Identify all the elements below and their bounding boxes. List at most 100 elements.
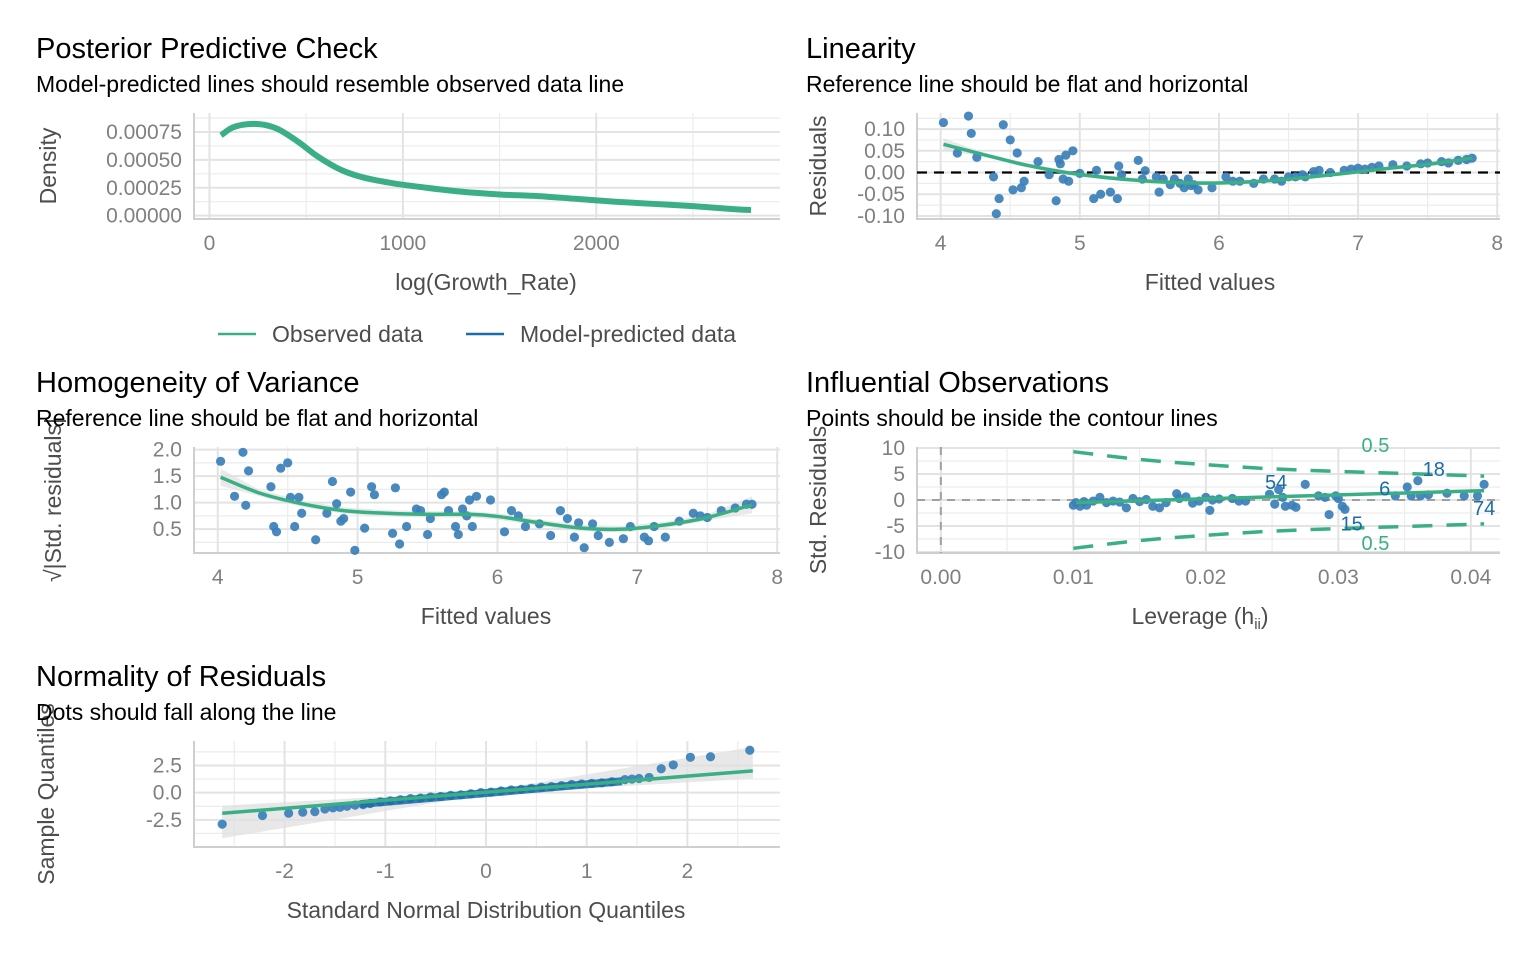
panel-subtitle: Dots should fall along the line xyxy=(36,699,336,725)
smooth-line xyxy=(943,142,1473,185)
data-point xyxy=(1140,166,1150,176)
contour-label-upper: 0.5 xyxy=(1362,435,1390,457)
data-point xyxy=(618,534,628,544)
data-point xyxy=(745,745,755,755)
y-tick-label: 0.00050 xyxy=(106,149,182,172)
y-tick-label: -5 xyxy=(886,515,905,538)
legend-label-observed: Observed data xyxy=(272,321,423,347)
data-point xyxy=(290,521,300,532)
y-tick-label: 0.0 xyxy=(153,782,182,805)
y-axis-title: Density xyxy=(35,127,61,204)
data-point xyxy=(1221,172,1231,182)
y-tick-label: 0.00 xyxy=(864,162,905,185)
panel-subtitle: Model-predicted lines should resemble ob… xyxy=(36,71,624,97)
x-tick-label: 0 xyxy=(204,232,216,255)
x-tick-label: 0.02 xyxy=(1185,566,1226,589)
data-point xyxy=(562,513,573,524)
reference-line xyxy=(222,769,753,816)
data-point xyxy=(1479,479,1489,490)
x-tick-label: 0.01 xyxy=(1053,566,1094,589)
data-point xyxy=(266,482,276,492)
data-point xyxy=(387,528,398,538)
data-point xyxy=(1154,503,1165,513)
data-point xyxy=(1472,491,1483,501)
panel-normality-of-residuals: Normality of Residuals -2 -1 0 1 2 -2.5 0.0 2.5… xyxy=(33,661,780,923)
data-point xyxy=(994,193,1004,204)
y-tick-label: 0.10 xyxy=(864,118,905,141)
x-axis-title-close: ) xyxy=(1261,603,1269,629)
data-point xyxy=(350,545,360,555)
data-point xyxy=(243,466,254,476)
data-point xyxy=(1033,157,1043,167)
data-point xyxy=(311,535,321,545)
data-point xyxy=(257,810,268,821)
data-point xyxy=(297,508,307,518)
data-point xyxy=(1151,172,1161,182)
y-tick-label: -0.05 xyxy=(857,183,905,206)
y-tick-label: 0.5 xyxy=(153,518,182,541)
y-axis-title: √|Std. residuals| xyxy=(40,418,66,582)
legend-label-predicted: Model-predicted data xyxy=(520,321,736,347)
panel-title: Posterior Predictive Check xyxy=(36,33,378,65)
data-point xyxy=(283,458,293,468)
data-point xyxy=(229,491,240,501)
data-point xyxy=(1054,154,1064,165)
data-point xyxy=(688,508,698,518)
x-axis-title: Standard Normal Distribution Quantiles xyxy=(287,897,686,923)
x-axis-title: Fitted values xyxy=(1145,269,1275,295)
y-tick-label: 10 xyxy=(882,437,905,460)
y-tick-label: -2.5 xyxy=(146,809,182,832)
data-point xyxy=(369,490,380,500)
observed-density-line xyxy=(219,120,752,214)
data-point xyxy=(1008,185,1018,195)
contour-line-lower xyxy=(1073,522,1485,551)
x-axis-title: Fitted values xyxy=(421,603,551,629)
panel-subtitle: Reference line should be flat and horizo… xyxy=(36,405,478,431)
y-axis-title: Sample Quantiles xyxy=(33,703,59,885)
panel-title: Homogeneity of Variance xyxy=(36,367,359,399)
legend: Observed data Model-predicted data xyxy=(218,321,736,347)
data-point xyxy=(1459,491,1469,501)
y-tick-label: 0.00000 xyxy=(106,205,182,228)
data-point xyxy=(422,529,433,540)
data-point xyxy=(991,209,1001,219)
panel-linearity: Linearity Reference line should be flat … xyxy=(805,33,1503,295)
data-point xyxy=(574,518,584,528)
x-tick-label: 6 xyxy=(492,566,504,589)
contour-label-lower: 0.5 xyxy=(1362,533,1390,555)
x-tick-label: 0.03 xyxy=(1318,566,1359,589)
data-point xyxy=(705,752,716,762)
data-point xyxy=(1044,170,1054,180)
data-point xyxy=(327,476,338,487)
data-point xyxy=(217,819,227,829)
x-tick-label: 0 xyxy=(480,860,492,883)
data-point xyxy=(1324,509,1334,520)
data-point xyxy=(332,499,342,509)
data-point xyxy=(1051,196,1061,206)
data-point xyxy=(453,529,463,540)
x-tick-label: 5 xyxy=(1074,232,1086,255)
data-point xyxy=(668,760,678,770)
point-label: 74 xyxy=(1473,498,1495,520)
data-point xyxy=(998,120,1008,130)
data-point xyxy=(367,482,377,492)
data-point xyxy=(1061,150,1071,160)
x-tick-label: 6 xyxy=(1213,232,1225,255)
data-point xyxy=(1193,185,1203,195)
data-point xyxy=(520,521,531,532)
y-axis-title: Residuals xyxy=(805,116,831,217)
x-axis-title: log(Growth_Rate) xyxy=(395,269,577,295)
data-point xyxy=(938,117,949,128)
y-tick-label: 0 xyxy=(893,489,905,512)
point-label: 6 xyxy=(1379,479,1390,501)
data-point xyxy=(1291,502,1301,512)
data-point xyxy=(1154,187,1164,197)
data-point xyxy=(401,521,412,532)
data-point xyxy=(1270,499,1280,509)
point-label: 54 xyxy=(1265,472,1287,494)
data-point xyxy=(1019,176,1029,186)
y-tick-label: 5 xyxy=(893,463,905,486)
data-point xyxy=(579,543,589,553)
y-tick-label: 2.0 xyxy=(153,439,182,462)
